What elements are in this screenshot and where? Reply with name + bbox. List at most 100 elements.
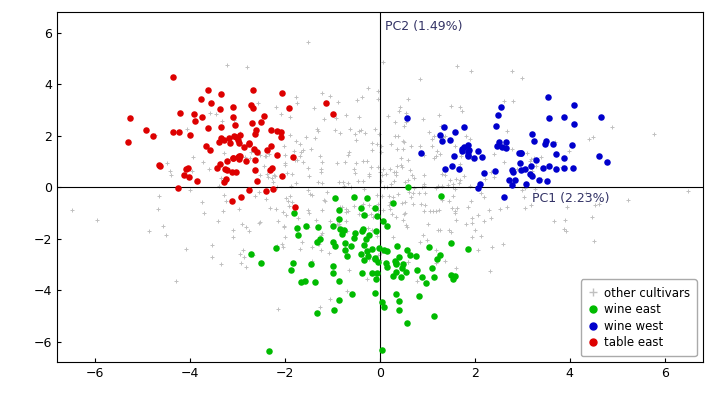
Point — [390, 169, 402, 175]
Point — [462, 142, 474, 148]
Point — [285, 183, 297, 189]
Point — [362, 85, 374, 92]
Point — [216, 174, 227, 181]
Point — [212, 218, 224, 224]
Point — [444, 176, 455, 183]
Point — [288, 210, 299, 216]
Point — [361, 276, 373, 282]
Point — [380, 260, 391, 266]
Point — [91, 217, 103, 223]
Point — [313, 179, 324, 185]
Point — [649, 131, 660, 137]
Point — [622, 197, 633, 203]
Point — [450, 210, 461, 216]
Point — [435, 252, 446, 258]
Point — [465, 183, 476, 189]
Point — [331, 115, 342, 121]
Point — [531, 157, 542, 163]
Point — [143, 228, 155, 234]
Point — [454, 104, 465, 110]
Point — [379, 247, 390, 254]
Point — [436, 138, 447, 144]
Point — [429, 312, 440, 319]
Point — [249, 131, 260, 138]
Point — [541, 138, 552, 144]
Point — [234, 251, 246, 258]
Point — [436, 183, 447, 189]
Point — [271, 183, 282, 190]
Point — [516, 149, 527, 156]
Point — [367, 205, 379, 212]
Point — [328, 111, 339, 117]
Point — [394, 307, 405, 314]
Point — [339, 240, 351, 246]
Point — [350, 230, 361, 236]
Point — [340, 111, 351, 118]
Point — [437, 133, 448, 140]
Point — [567, 165, 579, 171]
Point — [419, 181, 430, 187]
Point — [498, 98, 510, 104]
Point — [263, 151, 275, 157]
Point — [462, 246, 474, 252]
Point — [356, 270, 368, 276]
Point — [397, 138, 409, 144]
Point — [430, 152, 442, 159]
Point — [397, 217, 409, 223]
Point — [495, 103, 507, 110]
Point — [376, 172, 388, 179]
Point — [256, 118, 267, 125]
Point — [580, 189, 592, 196]
Point — [366, 211, 377, 217]
Point — [233, 156, 244, 162]
Point — [227, 227, 239, 233]
Point — [542, 94, 554, 100]
Point — [521, 150, 533, 156]
Point — [291, 100, 303, 106]
Point — [219, 179, 230, 185]
Point — [559, 114, 570, 120]
Point — [290, 180, 301, 186]
Point — [595, 114, 607, 120]
Point — [266, 165, 277, 172]
Point — [372, 88, 384, 94]
Point — [399, 211, 410, 217]
Point — [224, 140, 236, 146]
Point — [369, 255, 380, 261]
Point — [259, 153, 270, 159]
Point — [363, 201, 374, 208]
Point — [204, 147, 215, 154]
Point — [333, 278, 344, 284]
Point — [369, 205, 381, 211]
Point — [437, 197, 448, 203]
Point — [401, 109, 412, 116]
Point — [447, 205, 458, 211]
Point — [398, 146, 409, 152]
Point — [249, 166, 260, 173]
Point — [200, 142, 212, 149]
Point — [228, 133, 239, 139]
Point — [434, 226, 445, 233]
Point — [472, 148, 483, 154]
Point — [275, 129, 287, 135]
Point — [319, 198, 331, 205]
Point — [157, 223, 168, 230]
Point — [245, 251, 257, 258]
Point — [189, 117, 201, 124]
Point — [232, 137, 244, 143]
Point — [366, 227, 378, 234]
Point — [371, 276, 382, 283]
Point — [367, 214, 379, 220]
Point — [607, 123, 618, 130]
Point — [449, 129, 460, 136]
Point — [196, 96, 207, 102]
Point — [390, 260, 402, 267]
Point — [445, 229, 456, 236]
Point — [268, 172, 280, 178]
Point — [450, 265, 462, 271]
Point — [402, 184, 414, 191]
Point — [310, 135, 321, 141]
Point — [306, 191, 318, 198]
Point — [280, 152, 291, 158]
Point — [498, 194, 510, 201]
